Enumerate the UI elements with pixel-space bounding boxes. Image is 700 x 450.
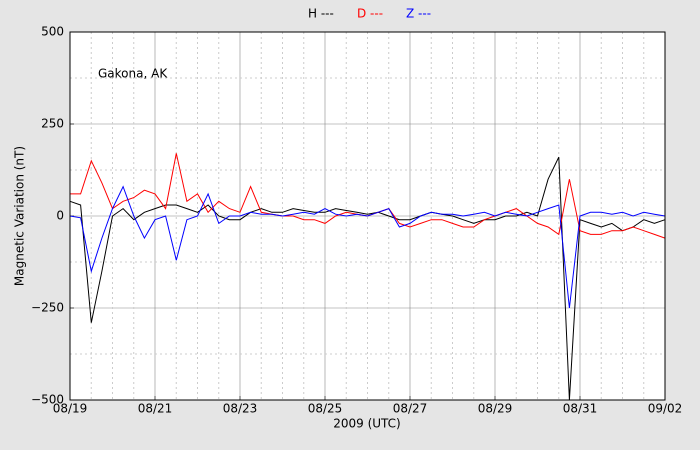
x-tick-label: 08/31 xyxy=(563,402,598,416)
y-tick-label: −500 xyxy=(31,393,64,407)
data-line xyxy=(69,185,666,309)
x-tick-label: 09/02 xyxy=(648,402,683,416)
y-tick-label: 250 xyxy=(41,117,64,131)
x-tick-label: 08/29 xyxy=(478,402,513,416)
plot-frame xyxy=(69,31,666,401)
x-tick-label: 08/23 xyxy=(223,402,258,416)
y-tick-label: 0 xyxy=(56,209,64,223)
x-tick-label: 08/27 xyxy=(393,402,428,416)
x-tick-label: 08/21 xyxy=(138,402,173,416)
legend-entry: Z --- xyxy=(406,7,431,21)
data-line xyxy=(69,156,666,401)
x-tick-label: 08/25 xyxy=(308,402,343,416)
legend-entry: H --- xyxy=(308,7,334,21)
y-tick-label: 500 xyxy=(41,25,64,39)
y-tick-label: −250 xyxy=(31,301,64,315)
x-tick-label: 08/19 xyxy=(53,402,88,416)
annotation: Gakona, AK xyxy=(98,67,168,81)
x-axis-label: 2009 (UTC) xyxy=(333,417,401,431)
legend-entry: D --- xyxy=(357,7,383,21)
y-axis-label: Magnetic Variation (nT) xyxy=(13,146,27,286)
